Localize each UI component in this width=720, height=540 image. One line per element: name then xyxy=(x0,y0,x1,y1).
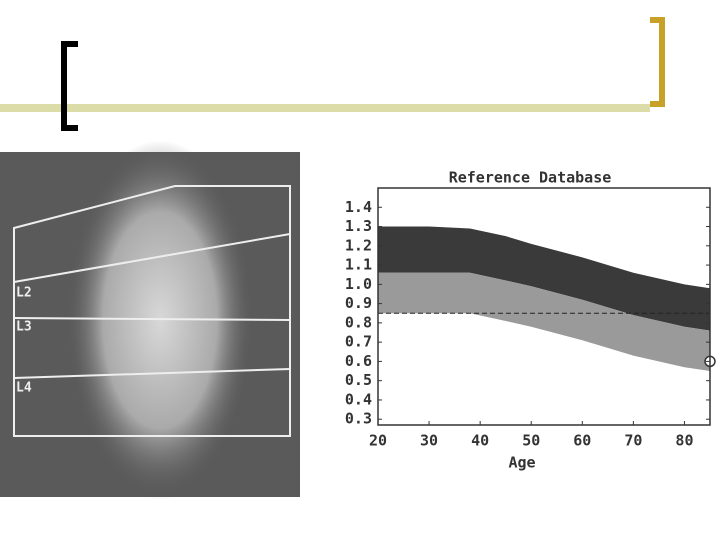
scan-image: L2 L3 L4 xyxy=(0,140,300,500)
band-area xyxy=(378,226,710,331)
y-tick-label: 1.2 xyxy=(345,236,372,254)
y-tick-label: 0.7 xyxy=(345,333,372,351)
vertebra-label: L3 xyxy=(16,320,32,335)
y-tick-label: 0.5 xyxy=(345,371,372,389)
y-tick-label: 1.4 xyxy=(345,198,372,216)
x-tick-label: 20 xyxy=(369,432,387,450)
roi-box xyxy=(13,185,291,437)
x-tick-label: 60 xyxy=(573,432,591,450)
x-tick-label: 80 xyxy=(675,432,693,450)
y-tick-label: 0.8 xyxy=(345,313,372,331)
chart-title: Reference Database xyxy=(449,169,612,187)
x-tick-label: 40 xyxy=(471,432,489,450)
y-tick-label: 1.3 xyxy=(345,217,372,235)
y-tick-label: 0.4 xyxy=(345,390,372,408)
vertebra-label: L2 xyxy=(16,286,32,301)
y-tick-label: 1.1 xyxy=(345,256,372,274)
plot: 1.41.31.2 1.11.00.90.8 0.70.60.50.4 0.3 20 30… xyxy=(345,187,716,450)
roi-line xyxy=(13,368,291,379)
left-bracket xyxy=(61,41,78,131)
y-tick-label: 0.6 xyxy=(345,352,372,370)
plot-frame xyxy=(377,187,711,426)
x-tick-label: 70 xyxy=(624,432,642,450)
y-tick-label: 0.9 xyxy=(345,294,372,312)
right-bracket xyxy=(650,17,665,107)
y-tick-label: 1.0 xyxy=(345,275,372,293)
roi-line xyxy=(13,233,291,283)
x-tick-label: 30 xyxy=(420,432,438,450)
vertebra-label: L4 xyxy=(16,381,32,396)
y-tick-label: 0.3 xyxy=(345,410,372,428)
band-area xyxy=(378,272,710,372)
x-axis-label: Age xyxy=(508,454,535,472)
roi-line xyxy=(13,317,291,321)
x-tick-label: 50 xyxy=(522,432,540,450)
header-rule xyxy=(0,104,650,112)
